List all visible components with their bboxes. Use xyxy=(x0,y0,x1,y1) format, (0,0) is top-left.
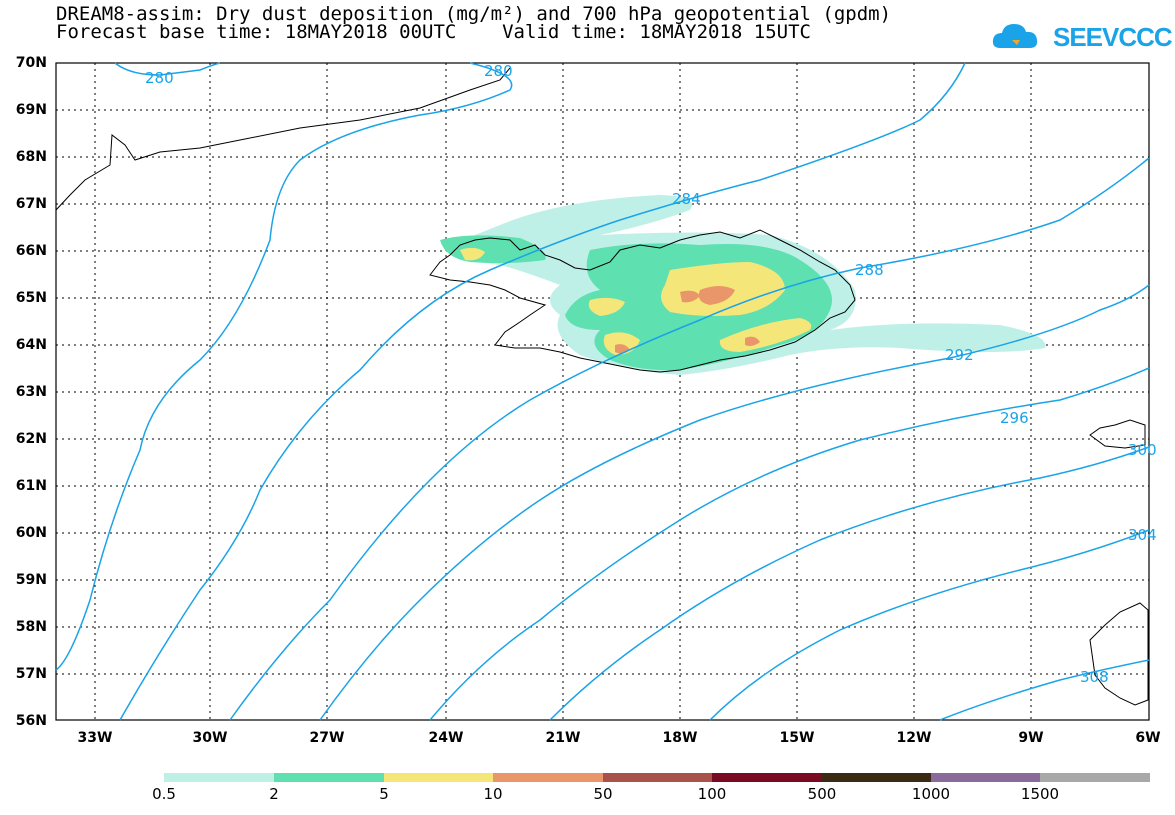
lon-label: 9W xyxy=(1018,730,1044,746)
map-title: DREAM8-assim: Dry dust deposition (mg/m²… xyxy=(56,3,892,25)
colorbar-label: 500 xyxy=(807,785,837,803)
contour-label-308: 308 xyxy=(1080,668,1109,686)
contour-label-280b: 280 xyxy=(484,62,513,80)
colorbar-segment xyxy=(274,773,384,782)
lat-label: 66N xyxy=(15,243,47,259)
colorbar-label: 0.5 xyxy=(152,785,176,803)
lat-label: 69N xyxy=(15,102,47,118)
contour-label-304: 304 xyxy=(1128,526,1157,544)
colorbar-label: 2 xyxy=(269,785,279,803)
lat-label: 68N xyxy=(15,149,47,165)
contour-label-296: 296 xyxy=(1000,409,1029,427)
contour-label-300: 300 xyxy=(1128,441,1157,459)
lat-label: 70N xyxy=(15,55,47,71)
lat-label: 61N xyxy=(15,478,47,494)
colorbar-label: 5 xyxy=(379,785,389,803)
lat-label: 58N xyxy=(15,619,47,635)
colorbar-segment xyxy=(493,773,603,782)
geopotential-contours xyxy=(55,62,1150,721)
lon-label: 12W xyxy=(896,730,932,746)
lat-label: 57N xyxy=(15,666,47,682)
colorbar-label: 1000 xyxy=(911,785,951,803)
lon-label: 21W xyxy=(545,730,581,746)
colorbar-label: 1500 xyxy=(1020,785,1060,803)
lon-label: 6W xyxy=(1135,730,1161,746)
lon-label: 15W xyxy=(779,730,815,746)
colorbar-segment xyxy=(384,773,493,782)
colorbar-label: 50 xyxy=(593,785,613,803)
colorbar-segment xyxy=(164,773,274,782)
lat-label: 59N xyxy=(15,572,47,588)
lat-label: 63N xyxy=(15,384,47,400)
coastlines xyxy=(55,67,1149,706)
lat-label: 62N xyxy=(15,431,47,447)
colorbar-segment xyxy=(822,773,931,782)
lon-label: 33W xyxy=(77,730,113,746)
contour-label-288: 288 xyxy=(855,261,884,279)
colorbar-segment xyxy=(1040,773,1150,782)
lat-label: 60N xyxy=(15,525,47,541)
contour-label-284: 284 xyxy=(672,190,701,208)
lon-label: 30W xyxy=(192,730,228,746)
contour-label-292: 292 xyxy=(945,346,974,364)
colorbar-segment xyxy=(931,773,1040,782)
lon-label: 24W xyxy=(428,730,464,746)
lat-label: 67N xyxy=(15,196,47,212)
colorbar-segment xyxy=(712,773,822,782)
contour-labels: 280 280 284 288 292 296 300 304 308 xyxy=(145,62,1157,686)
cloud-icon xyxy=(992,24,1038,48)
map-subtitle: Forecast base time: 18MAY2018 00UTC Vali… xyxy=(56,21,811,43)
contour-label-280a: 280 xyxy=(145,69,174,87)
colorbar-segment xyxy=(603,773,712,782)
colorbar-label: 10 xyxy=(483,785,503,803)
lat-label: 64N xyxy=(15,337,47,353)
colorbar-label: 100 xyxy=(697,785,727,803)
lon-label: 27W xyxy=(309,730,345,746)
lat-label: 65N xyxy=(15,290,47,306)
lat-label: 56N xyxy=(15,713,47,729)
logo-text: SEEVCCC xyxy=(1053,22,1173,52)
grid-lines xyxy=(56,63,1149,720)
lon-label: 18W xyxy=(662,730,698,746)
